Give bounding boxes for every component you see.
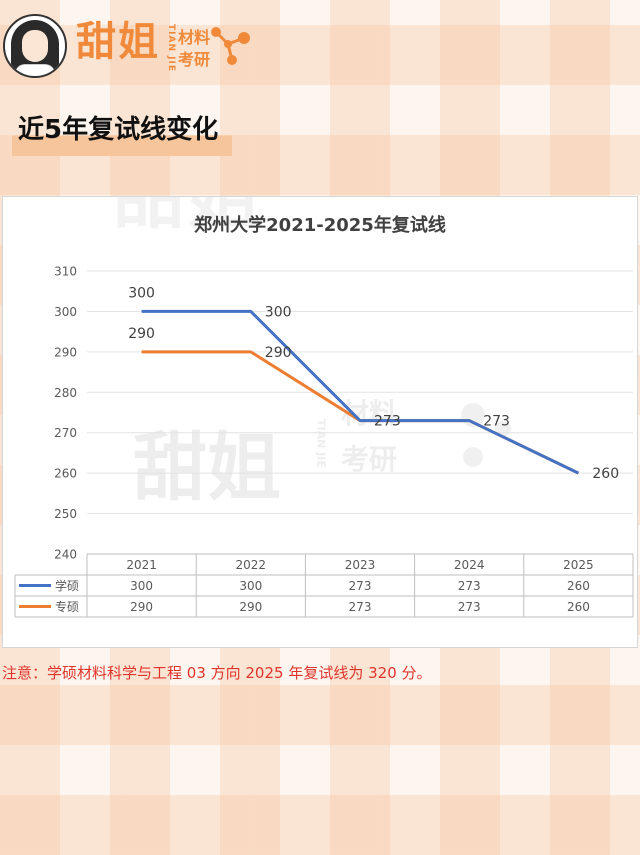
series-line [141, 309, 580, 475]
data-label: 273 [483, 414, 510, 430]
section-title: 近5年复试线变化 [12, 110, 233, 156]
data-label: 273 [374, 414, 401, 430]
data-label: 300 [265, 304, 292, 320]
x-tick-label: 2022 [236, 558, 267, 572]
brand-logo: 甜姐 [76, 19, 160, 65]
watermark-pinyin: TIAN JIE [315, 419, 328, 468]
y-tick-label: 280 [54, 386, 77, 400]
x-tick-label: 2021 [126, 558, 157, 572]
watermark-sub-exam: 考研 [341, 443, 397, 476]
legend-label: 专硕 [55, 599, 79, 614]
table-cell: 300 [130, 579, 153, 593]
table-cell: 260 [567, 579, 590, 593]
y-tick-label: 250 [54, 507, 77, 521]
table-cell: 273 [349, 579, 372, 593]
y-tick-label: 290 [54, 345, 77, 359]
brand-sub-materials: 材料 [178, 28, 211, 47]
table-cell: 300 [239, 579, 262, 593]
table-cell: 260 [567, 600, 590, 614]
watermark-molecule-dot [463, 447, 483, 467]
table-cell: 273 [458, 600, 481, 614]
table-cell: 273 [458, 579, 481, 593]
y-tick-label: 260 [54, 467, 77, 481]
x-tick-label: 2025 [563, 558, 594, 572]
header: 甜姐 TIAN JIE 材料 考研 [0, 0, 640, 90]
data-label: 290 [265, 345, 292, 361]
table-cell: 273 [349, 600, 372, 614]
line-chart: 甜姐甜姐材料考研TIAN JIE郑州大学2021-2025年复试线3103002… [14, 197, 634, 618]
data-label: 300 [128, 285, 155, 301]
data-label: 290 [128, 326, 155, 342]
y-tick-label: 270 [54, 426, 77, 440]
y-tick-label: 300 [54, 305, 77, 319]
table-cell: 290 [239, 600, 262, 614]
y-tick-label: 240 [54, 548, 77, 562]
molecule-icon [211, 27, 250, 65]
brand-sub-exam: 考研 [178, 50, 211, 69]
chart-card: 甜姐甜姐材料考研TIAN JIE郑州大学2021-2025年复试线3103002… [2, 196, 638, 648]
watermark-logo: 甜姐 [133, 425, 281, 511]
watermark-logo-top: 甜姐 [113, 197, 261, 239]
note-text: 注意：学硕材料科学与工程 03 方向 2025 年复试线为 320 分。 [2, 664, 432, 682]
x-tick-label: 2024 [454, 558, 485, 572]
data-label: 260 [592, 466, 619, 482]
avatar [3, 14, 67, 78]
legend-label: 学硕 [55, 578, 79, 593]
brand-pinyin: TIAN JIE [166, 24, 176, 72]
chart-title: 郑州大学2021-2025年复试线 [194, 214, 446, 236]
y-tick-label: 310 [54, 265, 77, 279]
x-tick-label: 2023 [345, 558, 376, 572]
table-cell: 290 [130, 600, 153, 614]
